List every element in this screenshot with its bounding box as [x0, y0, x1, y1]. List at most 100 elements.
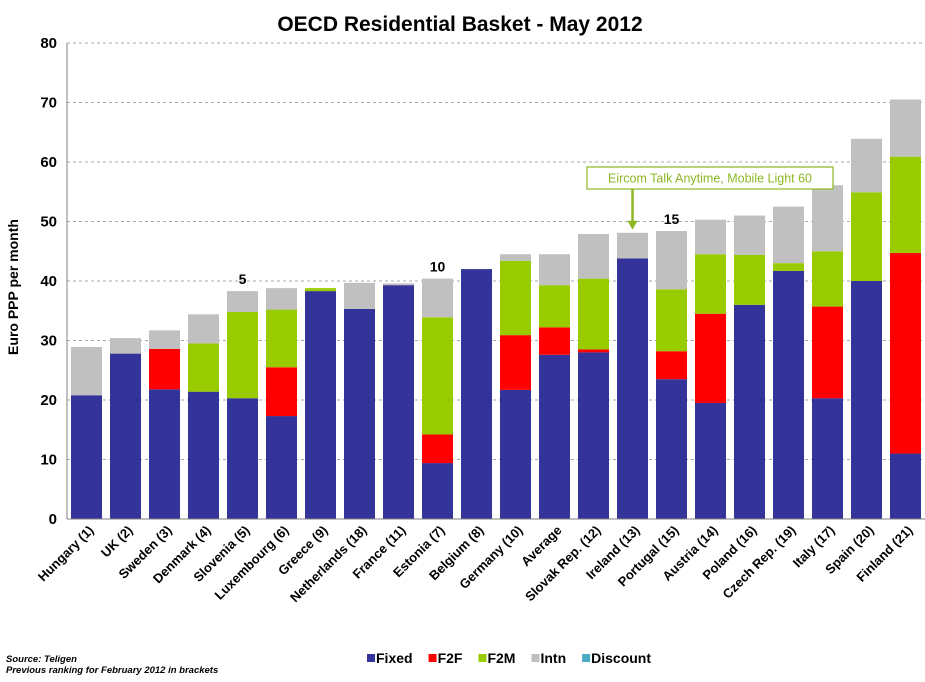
bar-austria-14 — [695, 219, 726, 519]
bar-segment-intn — [812, 185, 843, 252]
bar-portugal-15 — [656, 231, 687, 519]
bar-segment-fixed — [383, 285, 414, 519]
y-tick-label: 70 — [40, 95, 57, 112]
bar-segment-fixed — [812, 398, 843, 519]
bar-segment-fixed — [461, 269, 492, 519]
source-text: Source: Teligen — [6, 654, 77, 665]
bar-segment-intn — [71, 347, 102, 396]
bar-segment-fixed — [695, 402, 726, 519]
bar-segment-f2m — [773, 263, 804, 271]
bar-segment-fixed — [500, 389, 531, 519]
legend-label: F2M — [487, 650, 515, 666]
bar-segment-f2f — [656, 351, 687, 380]
bar-segment-fixed — [110, 353, 141, 519]
legend: Fixed F2F F2M Intn Discount — [367, 650, 651, 666]
bar-segment-intn — [890, 99, 921, 157]
bar-segment-fixed — [773, 270, 804, 519]
bar-segment-intn — [110, 338, 141, 354]
callout-text: Eircom Talk Anytime, Mobile Light 60 — [608, 172, 812, 186]
bar-segment-fixed — [188, 391, 219, 519]
bars — [71, 99, 921, 519]
bar-slovak-rep-12 — [578, 233, 609, 519]
y-tick-label: 50 — [40, 214, 57, 231]
bar-segment-fixed — [656, 379, 687, 519]
y-tick-label: 40 — [40, 273, 57, 290]
bar-segment-fixed — [851, 281, 882, 519]
bar-segment-f2f — [695, 313, 726, 403]
footnote: Source: Teligen Previous ranking for Feb… — [6, 654, 218, 676]
bar-segment-intn — [383, 283, 414, 286]
bar-annotation: 5 — [239, 271, 247, 287]
bar-luxembourg-6 — [266, 288, 297, 519]
bar-ireland-13 — [617, 232, 648, 519]
bar-segment-f2f — [422, 434, 453, 464]
legend-swatch — [582, 654, 591, 662]
y-tick-label: 80 — [40, 35, 57, 52]
legend-label: Fixed — [376, 650, 413, 666]
y-axis-label: Euro PPP per month — [5, 219, 21, 355]
bar-segment-intn — [344, 282, 375, 309]
bar-uk-2 — [110, 338, 141, 519]
bar-segment-f2m — [539, 285, 570, 328]
bar-annotations: 5 10 15 — [239, 211, 680, 287]
bar-segment-fixed — [539, 354, 570, 519]
bar-segment-intn — [734, 215, 765, 255]
legend-label: Intn — [540, 650, 566, 666]
bar-segment-fixed — [71, 395, 102, 519]
bar-segment-fixed — [149, 389, 180, 519]
callout-arrow-head — [627, 220, 638, 230]
bar-segment-fixed — [305, 291, 336, 519]
y-tick-label: 60 — [40, 154, 57, 171]
bar-segment-fixed — [266, 416, 297, 519]
bar-segment-f2f — [500, 335, 531, 390]
y-tick-labels: 0 10 20 30 40 50 60 70 80 — [40, 35, 57, 528]
bar-netherlands-18 — [344, 282, 375, 519]
bar-segment-intn — [539, 254, 570, 286]
bar-segment-f2m — [227, 311, 258, 399]
bar-segment-f2m — [500, 260, 531, 336]
legend-swatch — [478, 654, 487, 662]
legend-item-discount: Discount — [582, 650, 651, 666]
bar-hungary-1 — [71, 347, 102, 519]
bar-segment-f2f — [812, 306, 843, 399]
bar-belgium-8 — [461, 269, 492, 519]
bar-segment-intn — [851, 138, 882, 193]
x-tick-labels: Hungary (1) UK (2)Sweden (3)Denmark (4)Sl… — [35, 523, 916, 606]
legend-item-f2f: F2F — [428, 650, 463, 666]
bar-sweden-3 — [149, 330, 180, 519]
y-tick-label: 20 — [40, 392, 57, 409]
bar-finland-21 — [890, 99, 921, 519]
chart-title: OECD Residential Basket - May 2012 — [277, 13, 642, 36]
bar-segment-intn — [656, 231, 687, 290]
bar-segment-f2m — [305, 288, 336, 292]
bar-segment-intn — [422, 278, 453, 318]
bar-czech-rep-19 — [773, 206, 804, 519]
bar-segment-f2m — [695, 254, 726, 314]
bar-segment-f2m — [578, 278, 609, 350]
bar-segment-intn — [149, 330, 180, 349]
bar-segment-intn — [500, 254, 531, 261]
bar-segment-fixed — [422, 463, 453, 519]
bar-segment-f2f — [578, 349, 609, 353]
bar-segment-f2m — [812, 251, 843, 307]
legend-item-intn: Intn — [531, 650, 566, 666]
bar-segment-f2m — [656, 289, 687, 352]
bar-segment-intn — [227, 291, 258, 312]
y-tick-label: 0 — [49, 511, 57, 528]
legend-item-f2m: F2M — [478, 650, 515, 666]
bar-annotation: 10 — [430, 259, 446, 275]
bar-segment-f2m — [734, 254, 765, 305]
callout: Eircom Talk Anytime, Mobile Light 60 — [586, 166, 834, 230]
bar-italy-17 — [812, 185, 843, 519]
axes — [66, 43, 925, 520]
bar-spain-20 — [851, 138, 882, 519]
bar-segment-f2m — [890, 156, 921, 254]
y-tick-label: 30 — [40, 333, 57, 350]
bar-segment-fixed — [578, 352, 609, 519]
bar-denmark-4 — [188, 314, 219, 519]
bar-segment-f2m — [188, 343, 219, 392]
legend-swatch — [428, 654, 437, 662]
x-tick-label: Hungary (1) — [35, 523, 97, 585]
bar-segment-fixed — [227, 398, 258, 519]
